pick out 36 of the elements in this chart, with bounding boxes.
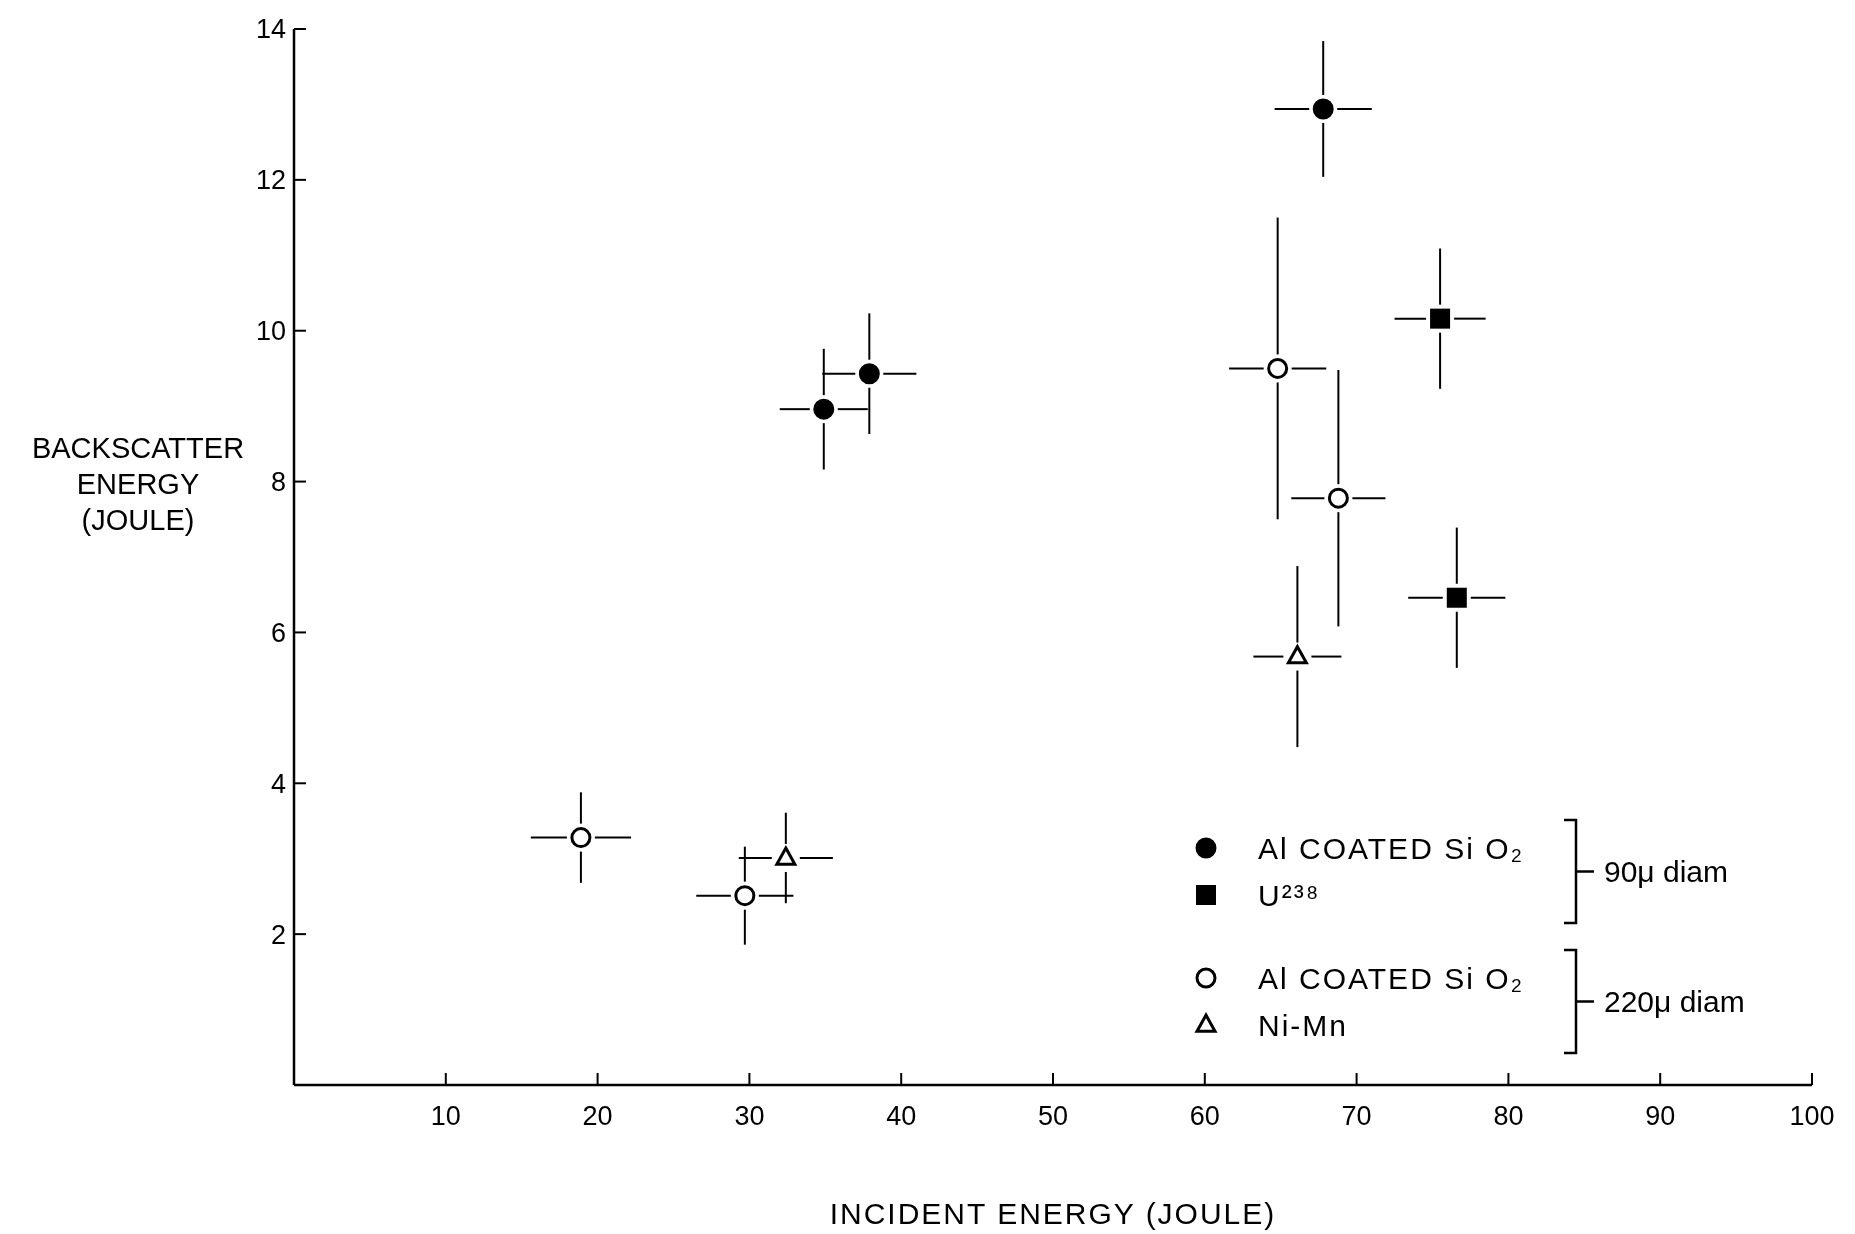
y-tick-label: 2 [270, 919, 286, 950]
legend-label: Ni-Mn [1258, 1008, 1348, 1042]
x-tick-label: 20 [582, 1101, 613, 1131]
x-tick-label: 10 [430, 1101, 461, 1131]
point [734, 885, 756, 907]
x-tick-label: 60 [1189, 1101, 1220, 1131]
point [570, 827, 592, 849]
point [775, 846, 797, 866]
x-tick-label: 90 [1645, 1101, 1676, 1131]
annotation: 90μ diam [1604, 855, 1729, 888]
point [813, 398, 835, 420]
point [1312, 98, 1334, 120]
x-tick-label: 50 [1037, 1101, 1069, 1131]
y-tick-label: 4 [270, 768, 286, 799]
x-tick-label: 40 [886, 1101, 917, 1131]
y-axis-title: BACKSCATTER ENERGY (JOULE) [31, 432, 245, 536]
legend-label: U²³⁸ [1258, 878, 1321, 912]
point [1267, 357, 1289, 379]
x-tick-label: 30 [734, 1101, 765, 1131]
y-tick-label: 10 [255, 316, 286, 347]
point [1286, 645, 1308, 665]
point [1430, 308, 1451, 329]
legend-label: Al COATED Si O₂ [1258, 961, 1525, 995]
point [858, 363, 880, 385]
legend-label: Al COATED Si O₂ [1258, 831, 1525, 865]
annotation: 220μ diam [1604, 985, 1745, 1018]
x-tick-label: 80 [1493, 1101, 1524, 1131]
y-tick-label: 14 [255, 14, 286, 45]
y-tick-label: 6 [270, 617, 286, 648]
point [1327, 487, 1349, 509]
x-tick-label: 70 [1341, 1101, 1372, 1131]
y-tick-label: 8 [270, 467, 286, 498]
x-tick-label: 100 [1789, 1101, 1835, 1131]
y-tick-label: 12 [255, 165, 286, 196]
point [1446, 587, 1467, 608]
x-axis-title: INCIDENT ENERGY (JOULE) [829, 1197, 1277, 1230]
